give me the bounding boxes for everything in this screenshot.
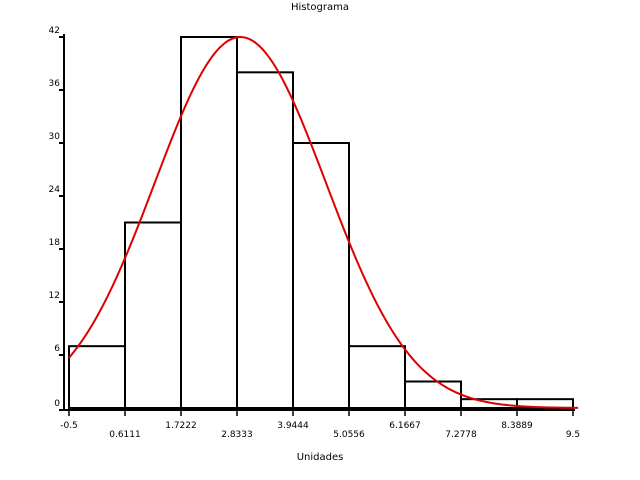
x-axis-label: Unidades xyxy=(297,452,344,463)
fit-curve-group xyxy=(68,36,579,409)
histogram-bar-2 xyxy=(123,221,182,409)
histogram-bar-8 xyxy=(460,398,519,409)
x-tick-label: 6.1667 xyxy=(389,421,421,431)
x-tick-label: 8.3889 xyxy=(501,421,533,431)
y-tick-label: 24 xyxy=(49,185,61,195)
axes-group xyxy=(63,34,575,411)
histogram-bar-1 xyxy=(68,345,126,409)
normal-fit-curve xyxy=(68,36,579,409)
x-tick-label: 0.6111 xyxy=(109,430,141,440)
bars-group xyxy=(68,36,574,409)
y-tick-label: 30 xyxy=(49,132,61,142)
histogram-bar-3 xyxy=(179,36,238,409)
x-tick-label: 7.2778 xyxy=(445,430,477,440)
x-tick-label: -0.5 xyxy=(60,421,78,431)
y-tick-label: 42 xyxy=(49,26,60,36)
y-tick-label: 12 xyxy=(49,291,60,301)
x-tick-label: 2.8333 xyxy=(221,430,253,440)
y-tick-label: 18 xyxy=(49,238,61,248)
histogram-bar-7 xyxy=(404,380,463,409)
x-tick-label: 9.5 xyxy=(566,430,580,440)
y-tick-label: 0 xyxy=(54,399,60,409)
chart-title: Histograma xyxy=(291,2,349,13)
histogram-bar-5 xyxy=(291,142,351,409)
x-tick-label: 5.0556 xyxy=(333,430,365,440)
x-tick-label: 1.7222 xyxy=(165,421,197,431)
x-tick-label: 3.9444 xyxy=(277,421,309,431)
y-tick-label: 6 xyxy=(54,344,60,354)
histogram-bar-6 xyxy=(348,345,407,409)
histogram-bar-4 xyxy=(235,71,294,409)
y-tick-label: 36 xyxy=(49,79,61,89)
y-ticks-group: 0 6 12 18 24 30 36 42 xyxy=(49,26,64,411)
x-ticks-group: -0.5 0.6111 1.7222 2.8333 3.9444 5.0556 6.1667… xyxy=(60,410,580,440)
